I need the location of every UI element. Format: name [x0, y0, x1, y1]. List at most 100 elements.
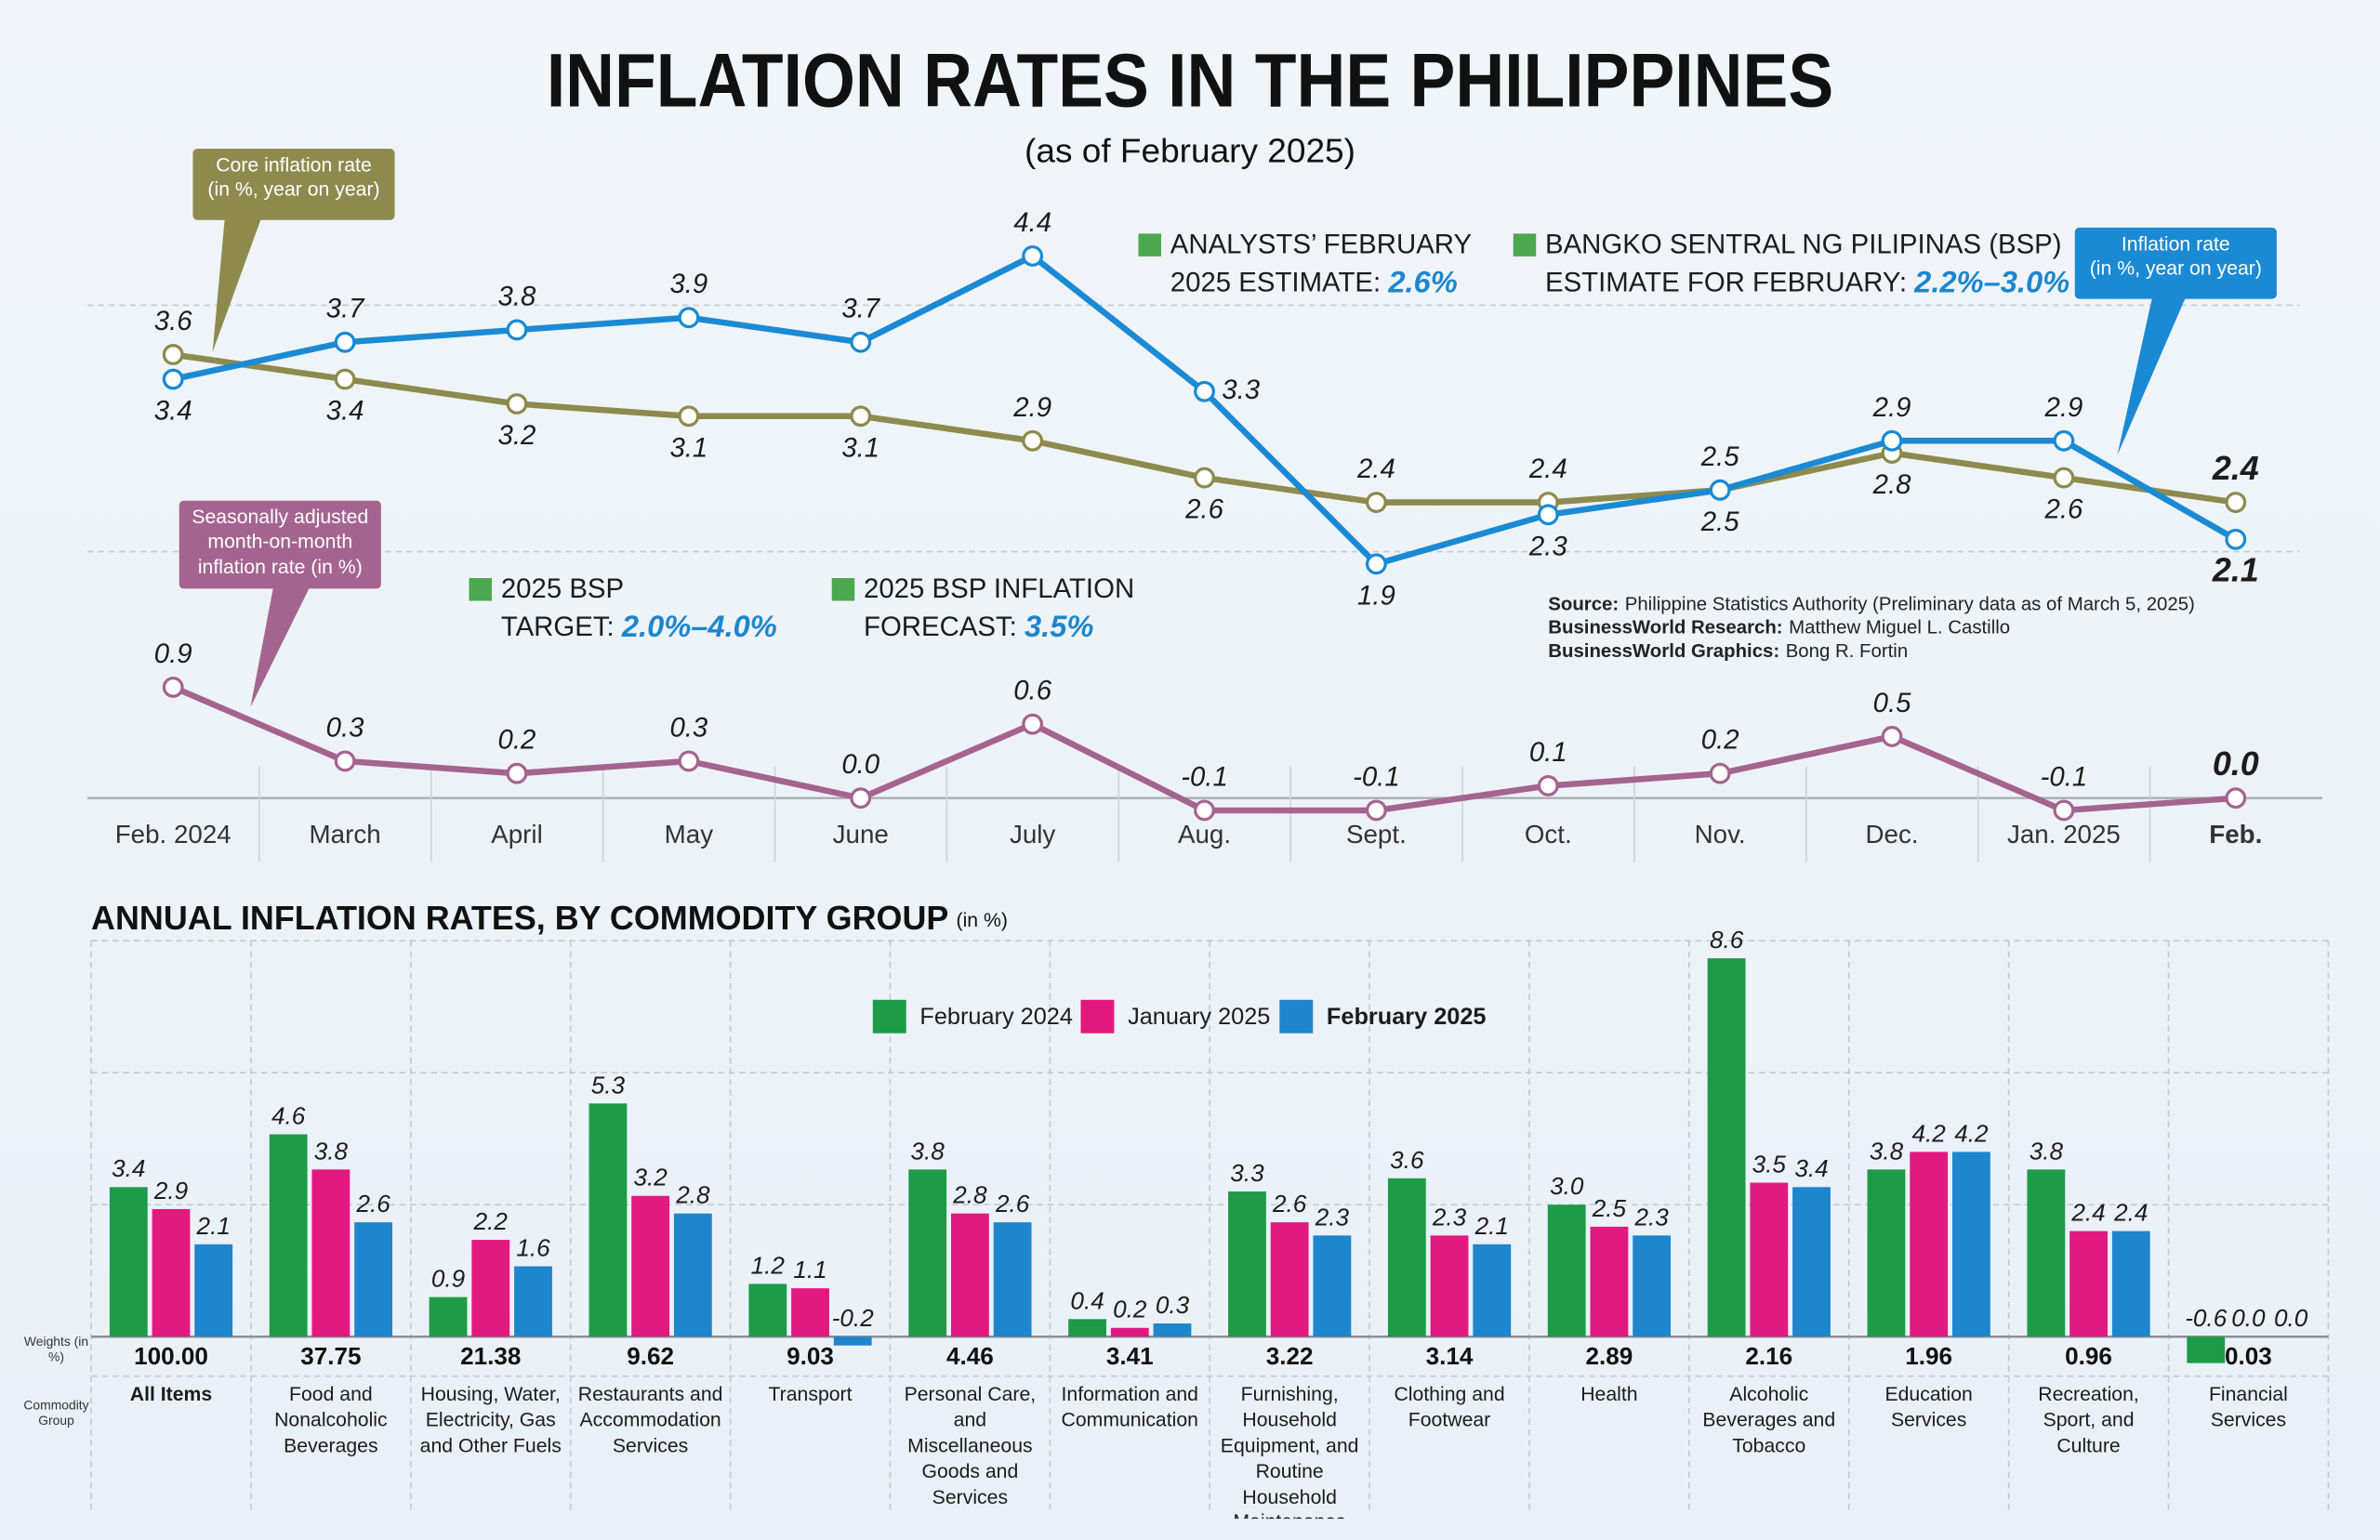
legend-swatch	[1080, 999, 1115, 1033]
x-tick-label: Sept.	[1346, 820, 1407, 849]
data-point	[1022, 245, 1044, 267]
source-note: BusinessWorld Research: Matthew Miguel L.…	[1548, 618, 2010, 638]
data-point	[2053, 467, 2075, 489]
x-tick-label-box: Food and Nonalcoholic Beverages	[274, 1382, 388, 1456]
data-point	[1022, 713, 1044, 735]
data-label: -0.2	[832, 1304, 874, 1332]
x-tick-label: Food and Nonalcoholic Beverages	[274, 1382, 388, 1456]
weight-label: 9.03	[787, 1342, 834, 1370]
bar	[2187, 1336, 2226, 1363]
data-label: 2.8	[1872, 469, 1911, 500]
chart-title-main: ANNUAL INFLATION RATES, BY COMMODITY GRO…	[91, 899, 948, 937]
data-label: 0.2	[1701, 725, 1739, 756]
x-tick-label: Recreation, Sport, and Culture	[2038, 1382, 2139, 1456]
bar	[1153, 1323, 1192, 1337]
callout-pointer	[212, 218, 261, 352]
data-label: 3.4	[154, 396, 192, 427]
data-point	[2225, 787, 2247, 809]
legend-unit: (in %, year on year)	[207, 178, 380, 201]
annotation-text: 2025 BSP	[501, 573, 624, 604]
data-label: 0.5	[1873, 688, 1911, 718]
data-label: 3.8	[498, 281, 536, 311]
data-label: -0.6	[2185, 1304, 2227, 1332]
x-tick-label: Feb. 2024	[115, 820, 231, 849]
data-label: 3.8	[314, 1137, 349, 1165]
data-label: 2.4	[2070, 1199, 2105, 1227]
callout-box	[178, 500, 381, 589]
data-label: 2.5	[1592, 1194, 1627, 1222]
data-label: -0.1	[1181, 761, 1228, 792]
data-label: 2.8	[952, 1181, 987, 1209]
data-point	[1881, 725, 1903, 747]
data-label: 2.3	[1432, 1203, 1467, 1231]
data-point	[334, 368, 356, 390]
bar	[1707, 958, 1746, 1337]
bar	[631, 1195, 670, 1337]
annotation-text: 2025 BSP INFLATION	[864, 573, 1134, 604]
data-point	[678, 405, 700, 428]
data-point	[2225, 492, 2247, 513]
data-label: 3.6	[1390, 1146, 1424, 1174]
callout-box	[192, 148, 395, 220]
weight-label: 3.22	[1266, 1342, 1314, 1370]
x-tick-label: Information and Communication	[1061, 1382, 1199, 1431]
data-label: 2.6	[2043, 494, 2082, 525]
row-header-text: Commodity Group	[23, 1399, 89, 1428]
annotation-text: 2025 ESTIMATE: 2.6%	[1170, 264, 1458, 298]
data-label: 2.4	[2212, 449, 2259, 487]
data-label: 1.1	[793, 1256, 826, 1283]
source-text: Philippine Statistics Authority (Prelimi…	[1625, 595, 2195, 615]
x-tick-label-box: Information and Communication	[1061, 1382, 1199, 1431]
callout-pointer	[250, 586, 311, 707]
bar	[1110, 1327, 1149, 1337]
data-label: 3.4	[112, 1154, 145, 1182]
callout-text: Seasonally adjusted month-on-month infla…	[184, 506, 377, 580]
data-label: 0.9	[431, 1265, 465, 1293]
x-tick-label: July	[1010, 820, 1055, 849]
bar	[1951, 1152, 1990, 1337]
annotation-value: 2.2%–3.0%	[1913, 264, 2069, 298]
annotation-text: ANALYSTS’ FEBRUARY	[1170, 229, 1472, 259]
data-label: 3.4	[326, 396, 364, 427]
x-tick-label: Feb.	[2209, 820, 2262, 849]
bar	[673, 1213, 712, 1337]
x-tick-label: Housing, Water, Electricity, Gas and Oth…	[419, 1382, 562, 1456]
data-label: 2.9	[153, 1177, 188, 1204]
annotation-value: 2.6%	[1387, 264, 1457, 298]
data-point	[2053, 799, 2075, 822]
data-label: 3.7	[326, 294, 365, 324]
annotation-line: TARGET:	[501, 612, 615, 642]
x-tick-label-box: Clothing and Footwear	[1394, 1382, 1504, 1430]
x-tick-label-box: Personal Care, and Miscellaneous Goods a…	[905, 1382, 1037, 1507]
data-label: 3.8	[1870, 1137, 1904, 1165]
bar	[748, 1283, 787, 1337]
data-point	[1194, 467, 1215, 489]
row-header-text: Weights (in %)	[23, 1335, 89, 1364]
data-point	[506, 319, 528, 341]
data-label: -0.1	[1353, 761, 1400, 792]
data-label: 0.1	[1529, 737, 1567, 768]
bar	[2069, 1231, 2108, 1337]
data-label: 0.3	[1156, 1291, 1190, 1319]
bar	[1387, 1178, 1426, 1337]
data-point	[850, 405, 872, 428]
bar	[354, 1222, 392, 1337]
legend-swatch	[1279, 999, 1314, 1033]
x-tick-label-box: Health	[1580, 1382, 1637, 1404]
data-label: 3.4	[1794, 1154, 1828, 1182]
x-tick-label-box: All Items	[130, 1382, 212, 1404]
weight-label: 37.75	[300, 1342, 361, 1370]
data-label: 0.2	[498, 725, 536, 756]
callout-pointer	[2117, 296, 2186, 455]
data-point	[1365, 492, 1387, 513]
x-tick-label-box: Financial Services	[2209, 1382, 2288, 1430]
data-point	[506, 393, 528, 415]
annotation-line: ANALYSTS’ FEBRUARY	[1170, 229, 1472, 259]
source-text: Matthew Miguel L. Castillo	[1789, 618, 2010, 638]
bar	[471, 1240, 510, 1337]
data-label: 2.1	[2212, 551, 2259, 589]
data-label: -0.1	[2041, 761, 2088, 792]
data-label: 0.3	[669, 712, 707, 743]
x-tick-label: Restaurants and Accommodation Services	[577, 1382, 723, 1456]
data-label: 2.5	[1700, 441, 1739, 472]
